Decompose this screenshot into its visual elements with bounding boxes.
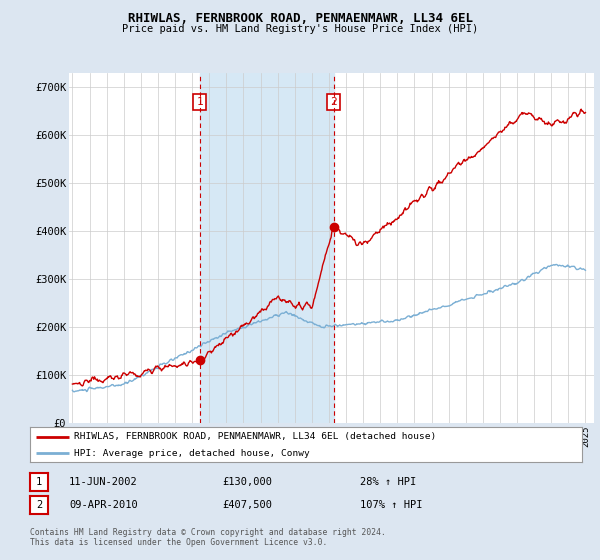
Text: 2: 2 xyxy=(330,97,337,108)
Text: HPI: Average price, detached house, Conwy: HPI: Average price, detached house, Conw… xyxy=(74,449,310,458)
Text: 09-APR-2010: 09-APR-2010 xyxy=(69,500,138,510)
Text: Price paid vs. HM Land Registry's House Price Index (HPI): Price paid vs. HM Land Registry's House … xyxy=(122,24,478,34)
Text: 28% ↑ HPI: 28% ↑ HPI xyxy=(360,477,416,487)
Text: £130,000: £130,000 xyxy=(222,477,272,487)
Text: 1: 1 xyxy=(196,97,203,108)
Text: £407,500: £407,500 xyxy=(222,500,272,510)
Text: RHIWLAS, FERNBROOK ROAD, PENMAENMAWR, LL34 6EL (detached house): RHIWLAS, FERNBROOK ROAD, PENMAENMAWR, LL… xyxy=(74,432,436,441)
Text: RHIWLAS, FERNBROOK ROAD, PENMAENMAWR, LL34 6EL: RHIWLAS, FERNBROOK ROAD, PENMAENMAWR, LL… xyxy=(128,12,473,25)
Bar xyxy=(200,73,334,423)
Text: 2: 2 xyxy=(36,500,42,510)
Text: Contains HM Land Registry data © Crown copyright and database right 2024.
This d: Contains HM Land Registry data © Crown c… xyxy=(30,528,386,547)
Text: 1: 1 xyxy=(36,477,42,487)
Text: 11-JUN-2002: 11-JUN-2002 xyxy=(69,477,138,487)
Text: 107% ↑ HPI: 107% ↑ HPI xyxy=(360,500,422,510)
